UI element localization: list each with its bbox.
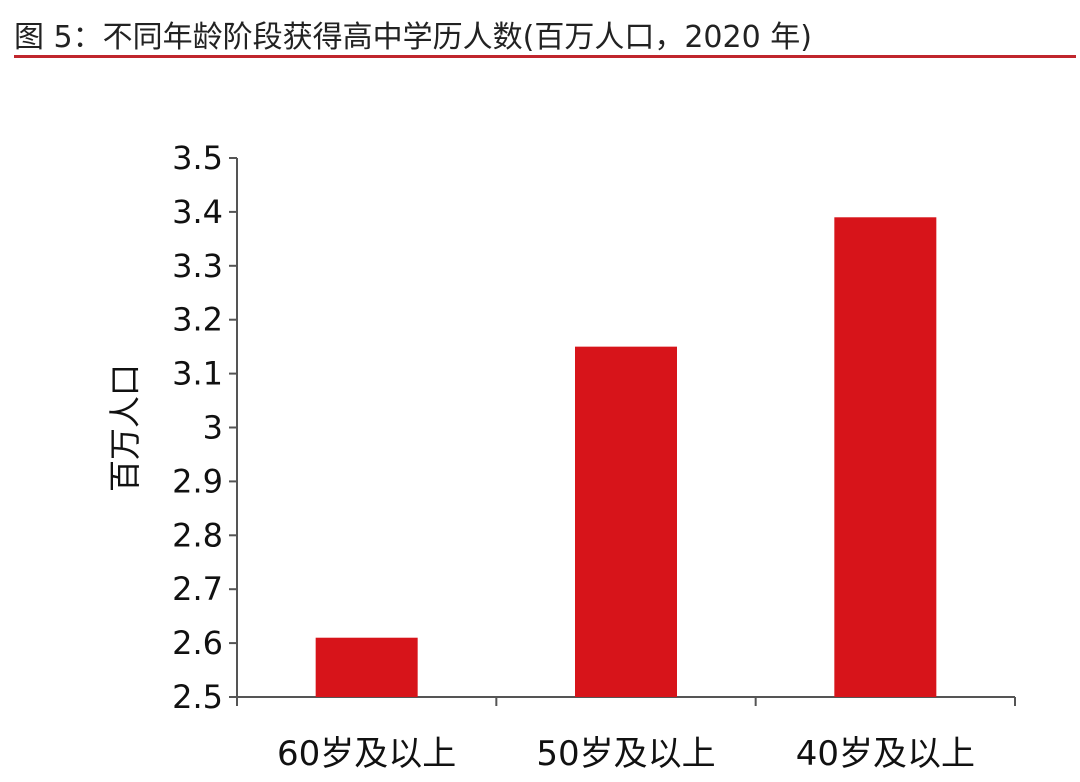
y-tick-label: 3.1 [172, 355, 223, 393]
x-tick-label: 40岁及以上 [796, 734, 975, 774]
y-tick-label: 2.7 [172, 570, 223, 608]
chart-title: 图 5：不同年龄阶段获得高中学历人数(百万人口，2020 年) [14, 20, 812, 55]
bar-0 [315, 637, 418, 697]
bar-1 [575, 346, 677, 697]
y-axis-title: 百万人口 [106, 364, 144, 492]
y-tick-label: 2.6 [172, 624, 223, 662]
x-tick-label: 60岁及以上 [277, 734, 456, 774]
y-tick-label: 2.8 [172, 516, 223, 554]
y-tick-label: 3 [203, 409, 223, 447]
y-tick-label: 3.4 [172, 193, 223, 231]
y-ticks: 2.5 2.6 2.7 2.8 2.9 3 3.1 3.2 3.3 3.4 3.5 [172, 139, 237, 716]
y-tick-label: 2.5 [172, 678, 223, 716]
y-tick-label: 3.2 [172, 301, 223, 339]
x-ticks [236, 697, 1016, 706]
bar-2 [834, 217, 937, 698]
x-tick-labels: 60岁及以上 50岁及以上 40岁及以上 [277, 734, 975, 774]
y-tick-label: 2.9 [172, 462, 223, 500]
y-tick-label: 3.3 [172, 247, 223, 285]
bars [315, 217, 937, 698]
title-underline [14, 55, 1076, 58]
y-tick-label: 3.5 [172, 139, 223, 177]
x-tick-label: 50岁及以上 [536, 734, 715, 774]
